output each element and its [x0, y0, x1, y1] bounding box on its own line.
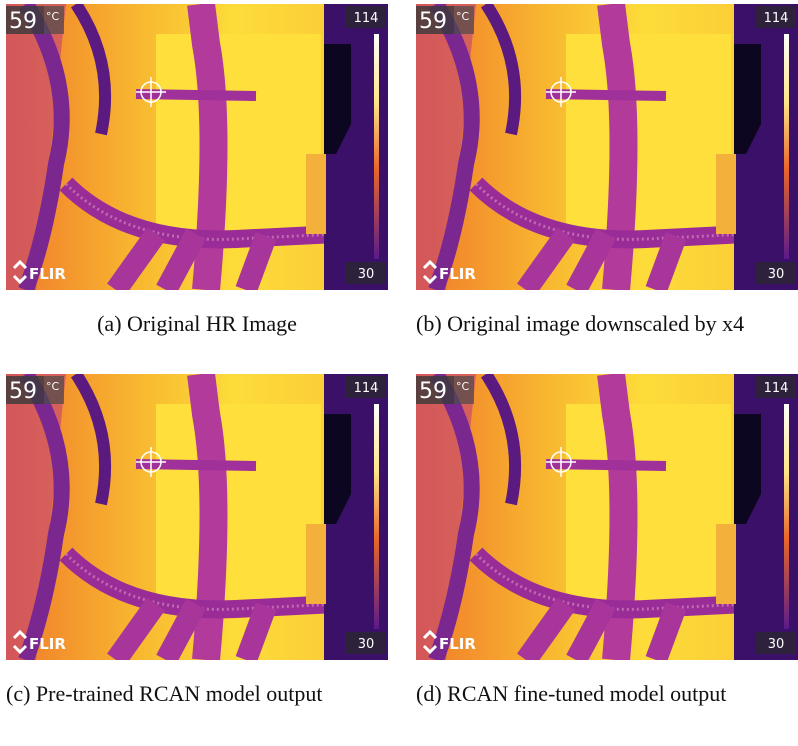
temperature: 59: [419, 9, 447, 34]
figure-panel: 59 °C 114 30 FLIR (c) Pre-trained RCAN model …: [6, 374, 388, 711]
caption: (a) Original HR Image: [6, 306, 388, 341]
thermal-image: 59 °C 114 30 FLIR: [416, 4, 798, 290]
scale-max: 114: [354, 381, 379, 396]
caption-text: Original image downscaled by x4: [447, 311, 744, 336]
caption-text: Pre-trained RCAN model output: [36, 681, 323, 706]
scale-max: 114: [764, 11, 789, 26]
temperature: 59: [9, 379, 37, 404]
page: {"panels": [ {"image": {"temp": "59", "u…: [0, 0, 798, 746]
unit: °C: [46, 10, 60, 23]
temperature: 59: [9, 9, 37, 34]
scale-min: 30: [358, 267, 375, 282]
temperature: 59: [419, 379, 447, 404]
unit: °C: [46, 380, 60, 393]
thermal-image: 59 °C 114 30 FLIR: [416, 374, 798, 660]
scale-min: 30: [768, 267, 785, 282]
brand: FLIR: [29, 265, 66, 283]
brand: FLIR: [439, 635, 476, 653]
figure-panel: 59 °C 114 30 FLIR (d) RCAN fine-tuned model o…: [416, 374, 798, 711]
scale-max: 114: [354, 11, 379, 26]
figure-panel: 59 °C 114 30 FLIR (a) Original HR Image: [6, 4, 388, 341]
thermal-image: 59 °C 114 30 FLIR: [6, 4, 388, 290]
caption-label: (c): [6, 681, 30, 706]
brand: FLIR: [439, 265, 476, 283]
scale-max: 114: [764, 381, 789, 396]
caption-text: Original HR Image: [127, 311, 297, 336]
caption-label: (d): [416, 681, 442, 706]
thermal-image: 59 °C 114 30 FLIR: [6, 374, 388, 660]
caption: (b) Original image downscaled by x4: [416, 306, 798, 341]
figure-panel: 59 °C 114 30 FLIR (b) Original image downscal…: [416, 4, 798, 341]
brand: FLIR: [29, 635, 66, 653]
unit: °C: [456, 380, 470, 393]
scale-min: 30: [768, 637, 785, 652]
caption-text: RCAN fine-tuned model output: [447, 681, 726, 706]
scale-min: 30: [358, 637, 375, 652]
caption-label: (b): [416, 311, 442, 336]
caption-label: (a): [97, 311, 121, 336]
unit: °C: [456, 10, 470, 23]
caption: (c) Pre-trained RCAN model output: [6, 676, 388, 711]
caption: (d) RCAN fine-tuned model output: [416, 676, 798, 711]
